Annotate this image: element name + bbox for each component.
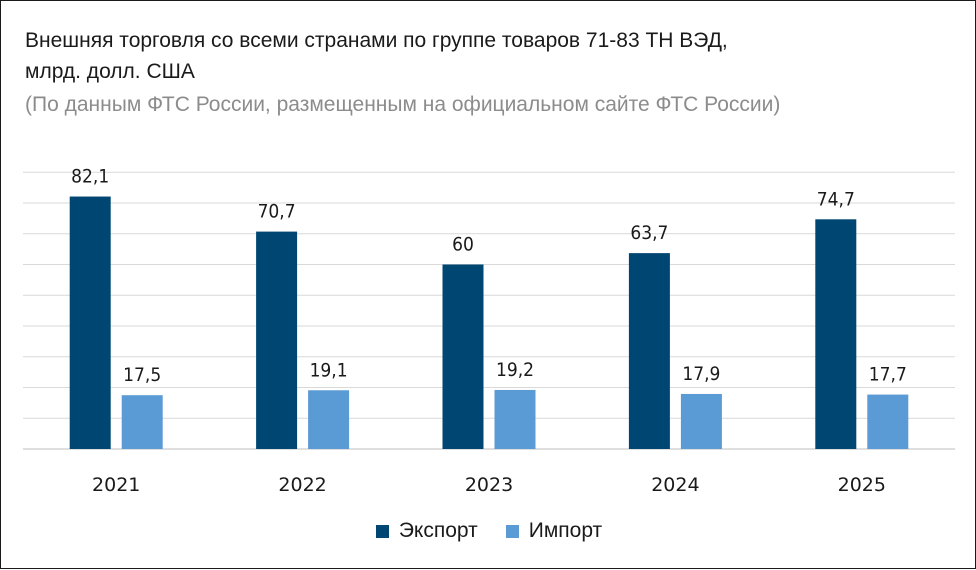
data-label: 17,9 (682, 363, 720, 385)
data-label: 74,7 (817, 188, 855, 210)
data-label: 82,1 (71, 166, 109, 188)
bar-export-2024 (628, 253, 670, 449)
bar-import-2021 (121, 395, 163, 449)
legend-label-export: Экспорт (398, 519, 478, 542)
bar-export-2021 (69, 196, 111, 449)
bar-export-2022 (256, 231, 298, 449)
bar-import-2023 (494, 389, 536, 449)
data-label: 17,5 (123, 364, 161, 386)
x-tick-label: 2024 (651, 474, 699, 496)
x-tick-label: 2022 (278, 474, 326, 496)
legend-item-export: Экспорт (375, 519, 478, 543)
chart-title: Внешняя торговля со всеми странами по гр… (25, 29, 728, 83)
bar-export-2023 (442, 264, 484, 449)
legend-swatch-export (375, 524, 389, 538)
legend-swatch-import (505, 524, 519, 538)
bar-import-2025 (867, 394, 909, 449)
data-label: 17,7 (869, 364, 907, 386)
x-tick-label: 2023 (465, 474, 513, 496)
data-label: 63,7 (630, 222, 668, 244)
x-tick-label: 2021 (92, 474, 140, 496)
legend-label-import: Импорт (528, 519, 603, 542)
x-tick-label: 2025 (838, 474, 886, 496)
bar-export-2025 (815, 219, 857, 449)
x-axis-ticks: 2021 2022 2023 2024 2025 (92, 474, 886, 496)
data-label: 60 (452, 234, 474, 256)
gridlines (23, 171, 955, 450)
data-labels: 82,1 17,5 70,7 19,1 60 19,2 63,7 17,9 74,7 17,7 (71, 166, 907, 387)
bars (69, 196, 909, 449)
data-label: 19,1 (310, 359, 348, 381)
legend-item-import: Импорт (505, 519, 603, 543)
bar-import-2022 (308, 390, 350, 449)
data-label: 19,2 (496, 359, 534, 381)
bar-import-2024 (680, 393, 722, 449)
chart-subtitle: (По данным ФТС России, размещенным на оф… (25, 93, 781, 116)
legend: Экспорт Импорт (1, 519, 976, 543)
data-label: 70,7 (258, 201, 296, 223)
